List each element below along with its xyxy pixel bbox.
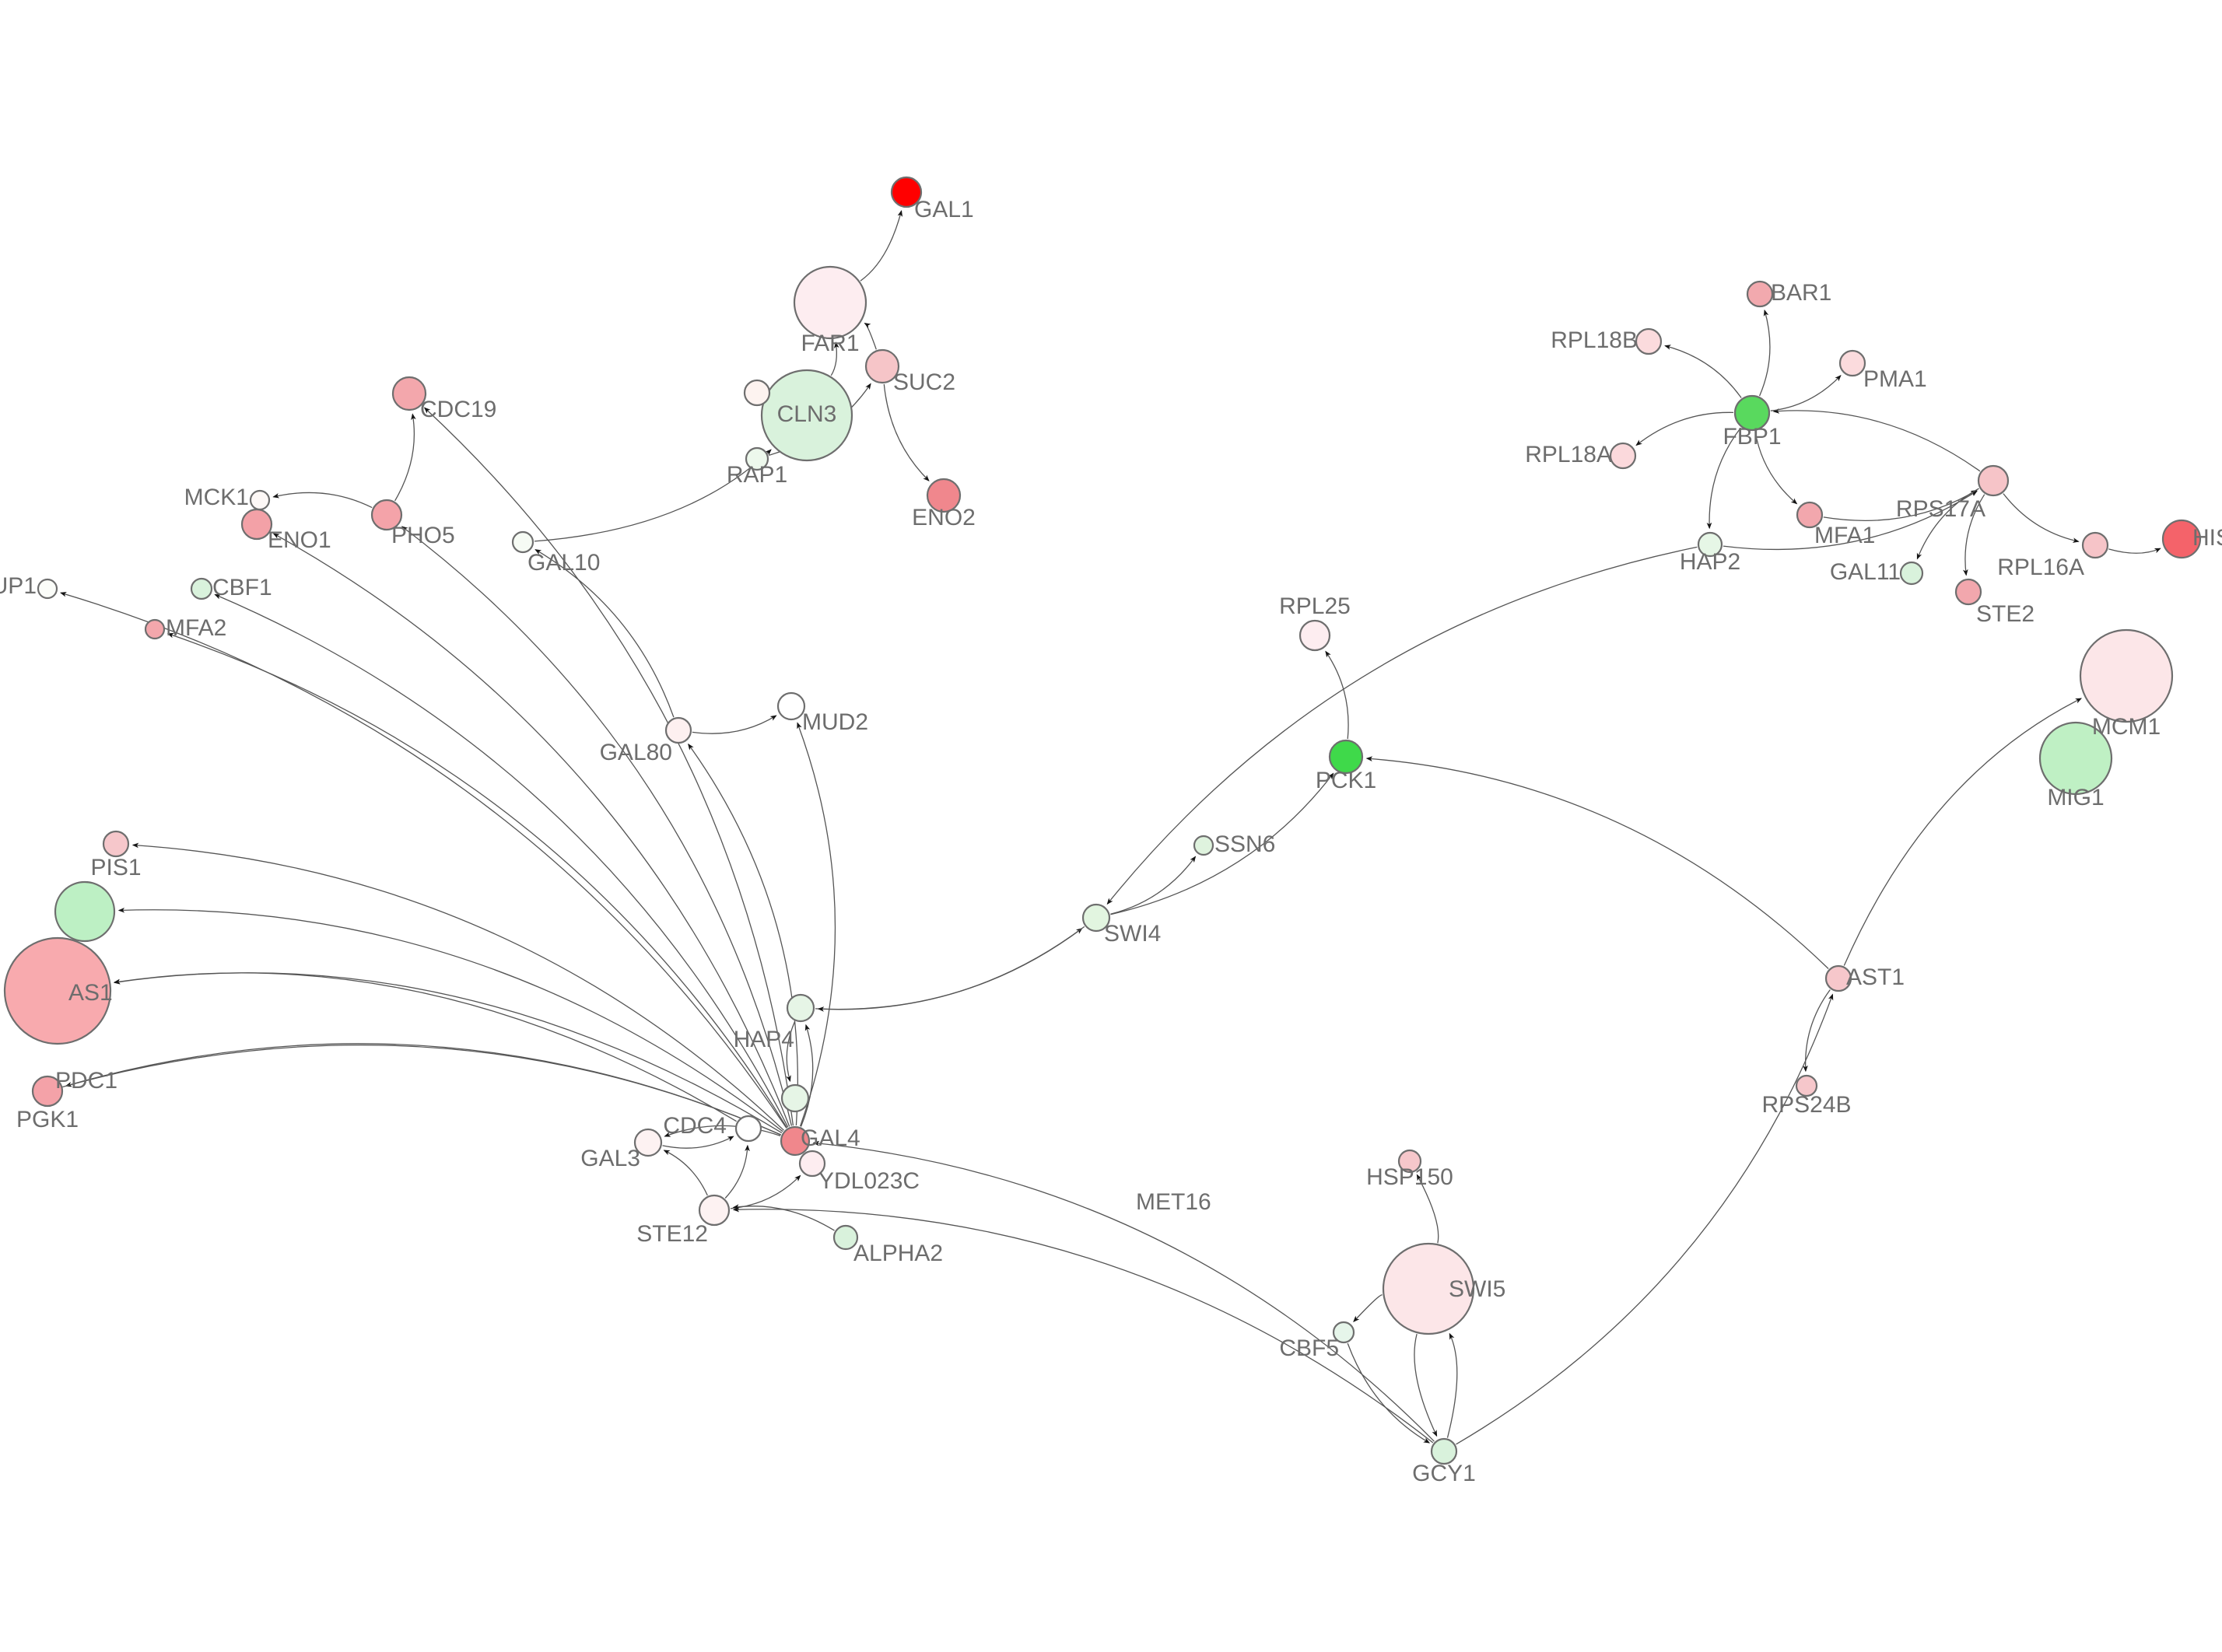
svg-text:ENO2: ENO2 <box>912 505 976 530</box>
svg-text:AST1: AST1 <box>1846 964 1905 990</box>
svg-text:PMA1: PMA1 <box>1863 366 1927 392</box>
svg-text:AS1: AS1 <box>68 980 113 1006</box>
svg-text:FBP1: FBP1 <box>1723 424 1781 450</box>
svg-text:HAP4: HAP4 <box>734 1027 794 1052</box>
svg-text:RPL16A: RPL16A <box>1997 555 2084 580</box>
svg-text:GAL4: GAL4 <box>801 1125 860 1151</box>
svg-text:RPS17A: RPS17A <box>1896 496 1985 522</box>
svg-text:GAL80: GAL80 <box>600 740 672 765</box>
svg-text:CDC4: CDC4 <box>663 1113 727 1139</box>
svg-text:MIG1: MIG1 <box>2047 785 2104 810</box>
svg-text:STE12: STE12 <box>636 1221 708 1247</box>
svg-text:SUC2: SUC2 <box>893 369 955 395</box>
svg-text:STE2: STE2 <box>1976 601 2034 627</box>
svg-text:RPL18B: RPL18B <box>1551 327 1638 353</box>
svg-text:CBF5: CBF5 <box>1279 1335 1339 1361</box>
svg-text:GAL1: GAL1 <box>914 197 974 222</box>
svg-text:CBF1: CBF1 <box>212 575 272 600</box>
svg-text:BAR1: BAR1 <box>1771 280 1831 306</box>
svg-text:MUD2: MUD2 <box>802 709 868 735</box>
svg-text:PHO5: PHO5 <box>391 523 455 548</box>
svg-text:MCM1: MCM1 <box>2092 714 2161 740</box>
svg-text:GAL10: GAL10 <box>527 550 600 576</box>
svg-text:RPL25: RPL25 <box>1279 593 1351 619</box>
svg-text:GAL11: GAL11 <box>1830 559 1901 585</box>
svg-text:SSN6: SSN6 <box>1214 831 1275 857</box>
svg-text:RPL18A: RPL18A <box>1525 442 1612 467</box>
svg-text:HAP2: HAP2 <box>1680 549 1740 575</box>
svg-text:ENO1: ENO1 <box>268 527 331 553</box>
svg-text:TUP1: TUP1 <box>0 573 37 599</box>
svg-text:PCK1: PCK1 <box>1316 768 1376 793</box>
svg-text:ALPHA2: ALPHA2 <box>853 1241 943 1266</box>
svg-text:PGK1: PGK1 <box>16 1107 79 1132</box>
svg-text:GAL3: GAL3 <box>580 1146 640 1171</box>
svg-text:CLN3: CLN3 <box>777 401 837 427</box>
svg-text:CDC19: CDC19 <box>420 397 496 422</box>
svg-text:MFA2: MFA2 <box>166 615 226 641</box>
svg-text:PIS1: PIS1 <box>90 855 141 880</box>
svg-text:HIS4: HIS4 <box>2192 525 2222 551</box>
svg-text:GCY1: GCY1 <box>1412 1461 1476 1486</box>
svg-text:HSP150: HSP150 <box>1366 1164 1453 1190</box>
svg-text:RAP1: RAP1 <box>727 462 787 488</box>
svg-text:YDL023C: YDL023C <box>818 1168 920 1194</box>
svg-text:MET16: MET16 <box>1136 1189 1211 1215</box>
svg-text:FAR1: FAR1 <box>801 331 859 356</box>
svg-text:RPS24B: RPS24B <box>1761 1092 1851 1118</box>
svg-text:PDC1: PDC1 <box>55 1068 117 1094</box>
svg-text:SWI4: SWI4 <box>1104 921 1161 947</box>
svg-text:MCK1: MCK1 <box>184 485 249 510</box>
svg-text:MFA1: MFA1 <box>1814 523 1875 548</box>
svg-text:SWI5: SWI5 <box>1449 1276 1505 1302</box>
